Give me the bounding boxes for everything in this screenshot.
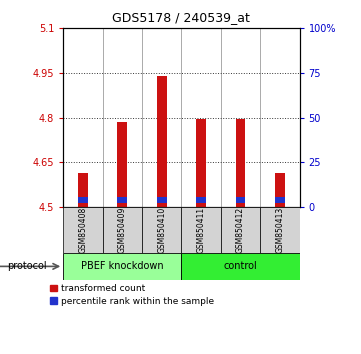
Text: GSM850410: GSM850410 [157, 207, 166, 253]
Text: GSM850412: GSM850412 [236, 207, 245, 253]
Bar [236, 119, 245, 207]
Bar [63, 253, 182, 280]
Bar [275, 197, 285, 202]
Bar [260, 207, 300, 253]
Bar [78, 173, 88, 207]
Bar [182, 207, 221, 253]
Bar [103, 207, 142, 253]
Bar [78, 197, 88, 202]
Bar [117, 197, 127, 202]
Text: PBEF knockdown: PBEF knockdown [81, 261, 164, 272]
Bar [275, 173, 285, 207]
Text: protocol: protocol [7, 261, 47, 272]
Bar [157, 197, 167, 202]
Bar [182, 253, 300, 280]
Bar [196, 197, 206, 202]
Bar [236, 197, 245, 202]
Bar [196, 119, 206, 207]
Title: GDS5178 / 240539_at: GDS5178 / 240539_at [113, 11, 250, 24]
Bar [142, 207, 182, 253]
Text: GSM850409: GSM850409 [118, 207, 127, 253]
Bar [117, 122, 127, 207]
Bar [157, 76, 167, 207]
Legend: transformed count, percentile rank within the sample: transformed count, percentile rank withi… [50, 284, 214, 306]
Text: GSM850413: GSM850413 [275, 207, 284, 253]
Text: GSM850408: GSM850408 [78, 207, 87, 253]
Bar [63, 207, 103, 253]
Text: control: control [224, 261, 257, 272]
Bar [221, 207, 260, 253]
Text: GSM850411: GSM850411 [197, 207, 206, 253]
